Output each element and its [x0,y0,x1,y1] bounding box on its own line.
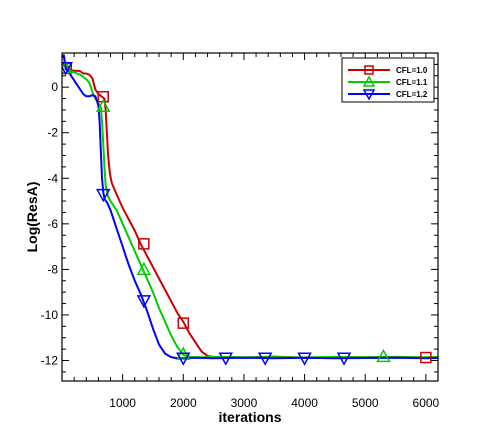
series-2-marker [136,261,152,276]
x-tick-label: 4000 [291,396,318,410]
series-lines [62,54,438,360]
series-1-marker [420,351,432,364]
y-axis-title: Log(ResA) [24,182,40,253]
y-tick-label: -8 [47,262,58,276]
series-line-3 [62,54,438,360]
axis-ticks [61,53,439,381]
plot-frame [61,52,439,382]
x-tick-label: 3000 [231,396,258,410]
series-2-marker [376,348,391,363]
legend-swatch-marker [362,89,376,101]
series-markers [62,60,432,366]
x-tick-label: 2000 [170,396,197,410]
legend-swatch-marker [364,65,374,75]
legend-label: CFL=1.2 [396,90,428,99]
series-3-marker [136,295,152,309]
y-tick-label: 0 [51,80,58,94]
series-1-marker [177,317,190,329]
series-3-marker [336,352,352,366]
legend-label: CFL=1.0 [396,66,428,75]
legend: CFL=1.0 CFL=1.1 CFL=1.2 [341,57,435,103]
x-tick-label: 6000 [413,396,440,410]
plot-area [62,53,438,381]
series-3-marker [257,352,273,366]
x-axis-title: iterations [218,409,281,425]
y-tick-label: -2 [47,126,58,140]
x-tick-label: 5000 [352,396,379,410]
series-2-marker [95,98,111,113]
series-3-marker [62,62,73,76]
y-tick-label: -4 [47,171,58,185]
y-tick-label: -10 [41,308,59,322]
series-1-marker [138,238,150,250]
series-3-marker [297,352,312,366]
legend-label: CFL=1.1 [396,78,428,87]
series-3-marker [176,352,191,366]
series-3-marker [95,188,111,203]
y-tick-label: -6 [47,217,58,231]
legend-swatch-marker [362,75,376,87]
series-3-marker [218,352,234,366]
x-tick-label: 1000 [109,396,136,410]
tick-labels: 1000 2000 3000 4000 5000 6000 0 -2 -4 -6 -8 -10 -12 [41,80,440,410]
y-tick-label: -12 [41,354,59,368]
